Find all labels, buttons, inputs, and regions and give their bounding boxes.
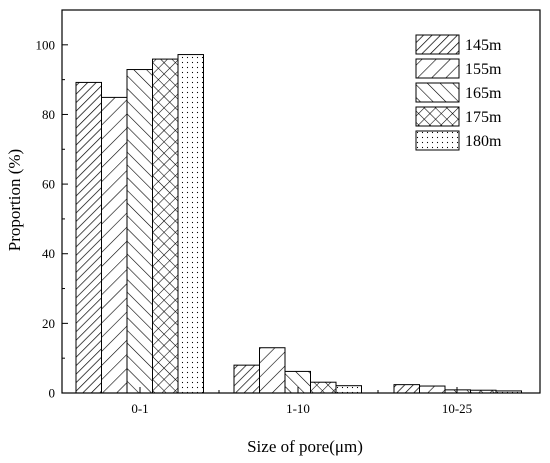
legend-label-175m: 175m bbox=[465, 109, 502, 126]
x-axis-title: Size of pore(μm) bbox=[247, 437, 363, 456]
plot-area: 0 20 40 60 80 100 0-1 1-10 10-25 145m 155m 165m 175m… bbox=[36, 9, 541, 416]
legend-swatch-165m bbox=[415, 82, 460, 103]
bar-145m-1-10 bbox=[233, 364, 260, 394]
y-tick-label: 60 bbox=[42, 177, 55, 192]
legend-label-180m: 180m bbox=[465, 133, 502, 150]
bar-155m-10-25 bbox=[419, 385, 446, 394]
legend-swatch-145m bbox=[415, 34, 460, 55]
legend-label-165m: 165m bbox=[465, 85, 502, 102]
x-tick-label: 10-25 bbox=[442, 401, 472, 416]
y-axis-title: Proportion (%) bbox=[5, 149, 24, 251]
bar-165m-0-1 bbox=[126, 69, 153, 394]
bar-175m-1-10 bbox=[310, 381, 337, 394]
y-tick-label: 40 bbox=[42, 246, 55, 261]
legend-swatch-175m bbox=[415, 106, 460, 127]
bar-175m-0-1 bbox=[152, 58, 179, 394]
bar-180m-0-1 bbox=[177, 54, 204, 394]
x-tick-label: 0-1 bbox=[131, 401, 148, 416]
legend-swatch-180m bbox=[415, 130, 460, 151]
x-tick-label: 1-10 bbox=[286, 401, 310, 416]
plot-frame bbox=[61, 9, 541, 394]
y-tick-label: 20 bbox=[42, 316, 55, 331]
legend-label-145m: 145m bbox=[465, 37, 502, 54]
bar-180m-1-10 bbox=[335, 385, 362, 394]
y-tick-label: 100 bbox=[36, 37, 56, 52]
bar-155m-1-10 bbox=[259, 347, 286, 394]
y-tick-label: 80 bbox=[42, 107, 55, 122]
legend-swatch-155m bbox=[415, 58, 460, 79]
legend-label-155m: 155m bbox=[465, 61, 502, 78]
bar-155m-0-1 bbox=[101, 96, 128, 394]
y-tick-label: 0 bbox=[49, 386, 56, 401]
bar-145m-0-1 bbox=[75, 81, 102, 394]
bar-145m-10-25 bbox=[393, 384, 420, 394]
